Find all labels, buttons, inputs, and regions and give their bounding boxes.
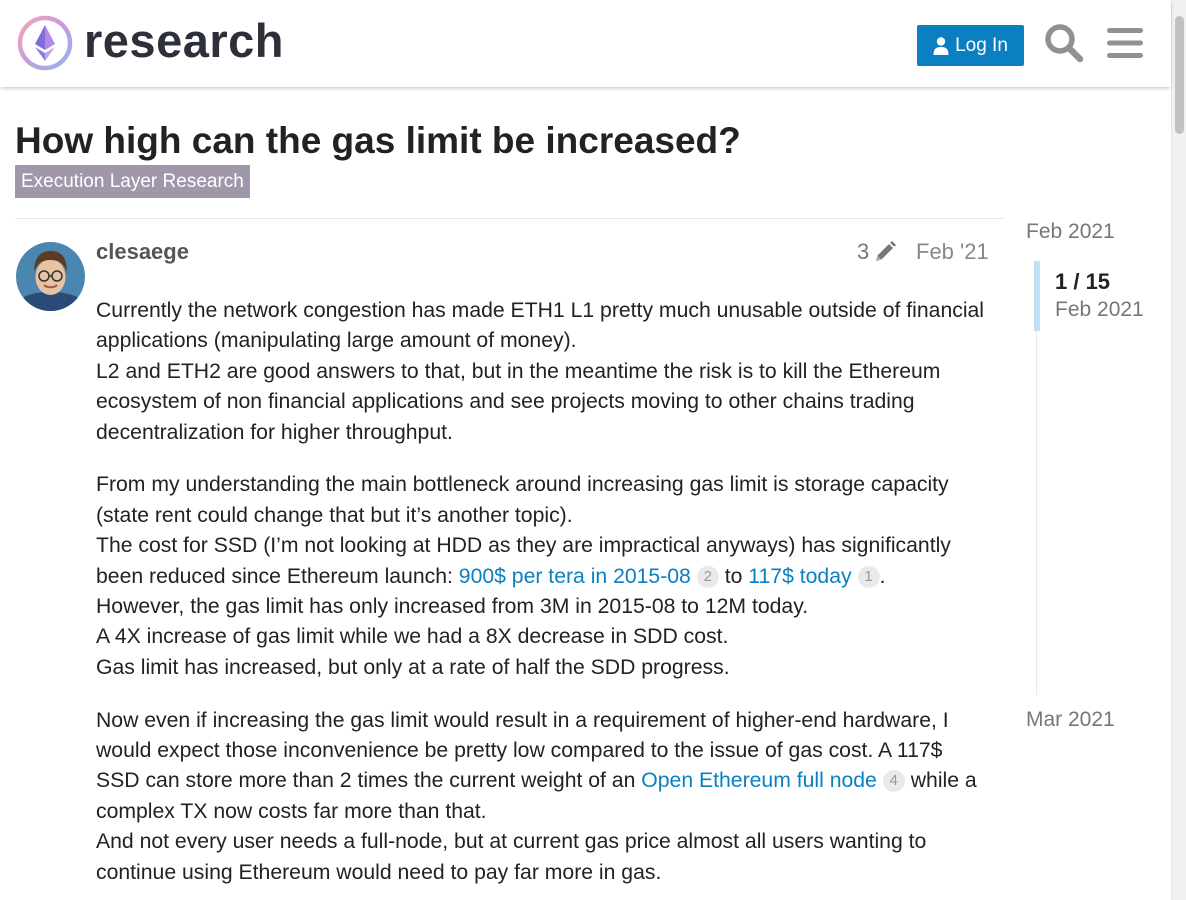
hamburger-menu-button[interactable] [1104, 21, 1146, 65]
post-text: From my understanding the main bottlenec… [96, 473, 949, 527]
search-icon [1045, 24, 1084, 63]
site-name: research [84, 14, 284, 67]
post-text: And not every user needs a full-node, bu… [96, 830, 927, 884]
site-header: research Log In [0, 0, 1171, 87]
login-label: Log In [955, 34, 1008, 56]
post-text: A 4X increase of gas limit while we had … [96, 625, 729, 649]
post-date[interactable]: Feb '21 [916, 239, 989, 264]
post-text: while a complex TX now costs far more th… [96, 769, 977, 823]
site-logo[interactable]: research [16, 14, 284, 72]
pencil-icon [876, 241, 897, 261]
ethereum-research-logo-icon [17, 15, 73, 71]
link-click-count: 4 [882, 770, 905, 793]
post-text: to [718, 564, 749, 588]
login-button[interactable]: Log In [917, 25, 1024, 66]
post-paragraph-3: Now even if increasing the gas limit wou… [96, 706, 991, 888]
post-username[interactable]: clesaege [96, 239, 189, 264]
post-text: Gas limit has increased, but only at a r… [96, 655, 730, 679]
timeline-end-date[interactable]: Mar 2021 [1026, 708, 1115, 731]
post-text: However, the gas limit has only increase… [96, 595, 809, 619]
link-ssd-price-2015[interactable]: 900$ per tera in 2015-08 [458, 564, 691, 588]
post-text: . [879, 564, 886, 588]
post-paragraph-1: Currently the network congestion has mad… [96, 296, 991, 448]
title-divider [15, 218, 1004, 219]
link-click-count: 1 [857, 565, 880, 588]
avatar[interactable] [16, 242, 85, 311]
timeline-track[interactable] [1036, 261, 1037, 695]
timeline-scroll-handle[interactable] [1034, 261, 1040, 331]
user-avatar-icon [16, 242, 85, 311]
edit-history-button[interactable]: 3 [857, 239, 897, 265]
post-text: The cost for SSD (I’m not looking at HDD… [96, 534, 951, 588]
timeline-start-date[interactable]: Feb 2021 [1026, 220, 1115, 243]
post-paragraph-2: From my understanding the main bottlenec… [96, 470, 991, 683]
post-body: Currently the network congestion has mad… [96, 296, 991, 900]
page-scrollbar[interactable] [1171, 0, 1186, 900]
hamburger-menu-icon [1107, 28, 1143, 58]
link-open-ethereum-full-node[interactable]: Open Ethereum full node [641, 769, 877, 793]
post-text: Now even if increasing the gas limit wou… [96, 708, 949, 793]
post-text: L2 and ETH2 are good answers to that, bu… [96, 359, 941, 444]
scrollbar-thumb[interactable] [1175, 16, 1184, 134]
topic-title[interactable]: How high can the gas limit be increased? [15, 120, 741, 161]
category-badge[interactable]: Execution Layer Research [15, 165, 250, 198]
link-click-count: 2 [696, 565, 719, 588]
post-text: Currently the network congestion has mad… [96, 299, 985, 353]
user-icon [933, 36, 949, 55]
timeline-position: 1 / 15 [1055, 269, 1111, 294]
link-ssd-price-today[interactable]: 117$ today [748, 564, 852, 588]
edit-count: 3 [857, 239, 870, 264]
timeline-position-date: Feb 2021 [1055, 298, 1144, 321]
search-button[interactable] [1043, 21, 1085, 65]
